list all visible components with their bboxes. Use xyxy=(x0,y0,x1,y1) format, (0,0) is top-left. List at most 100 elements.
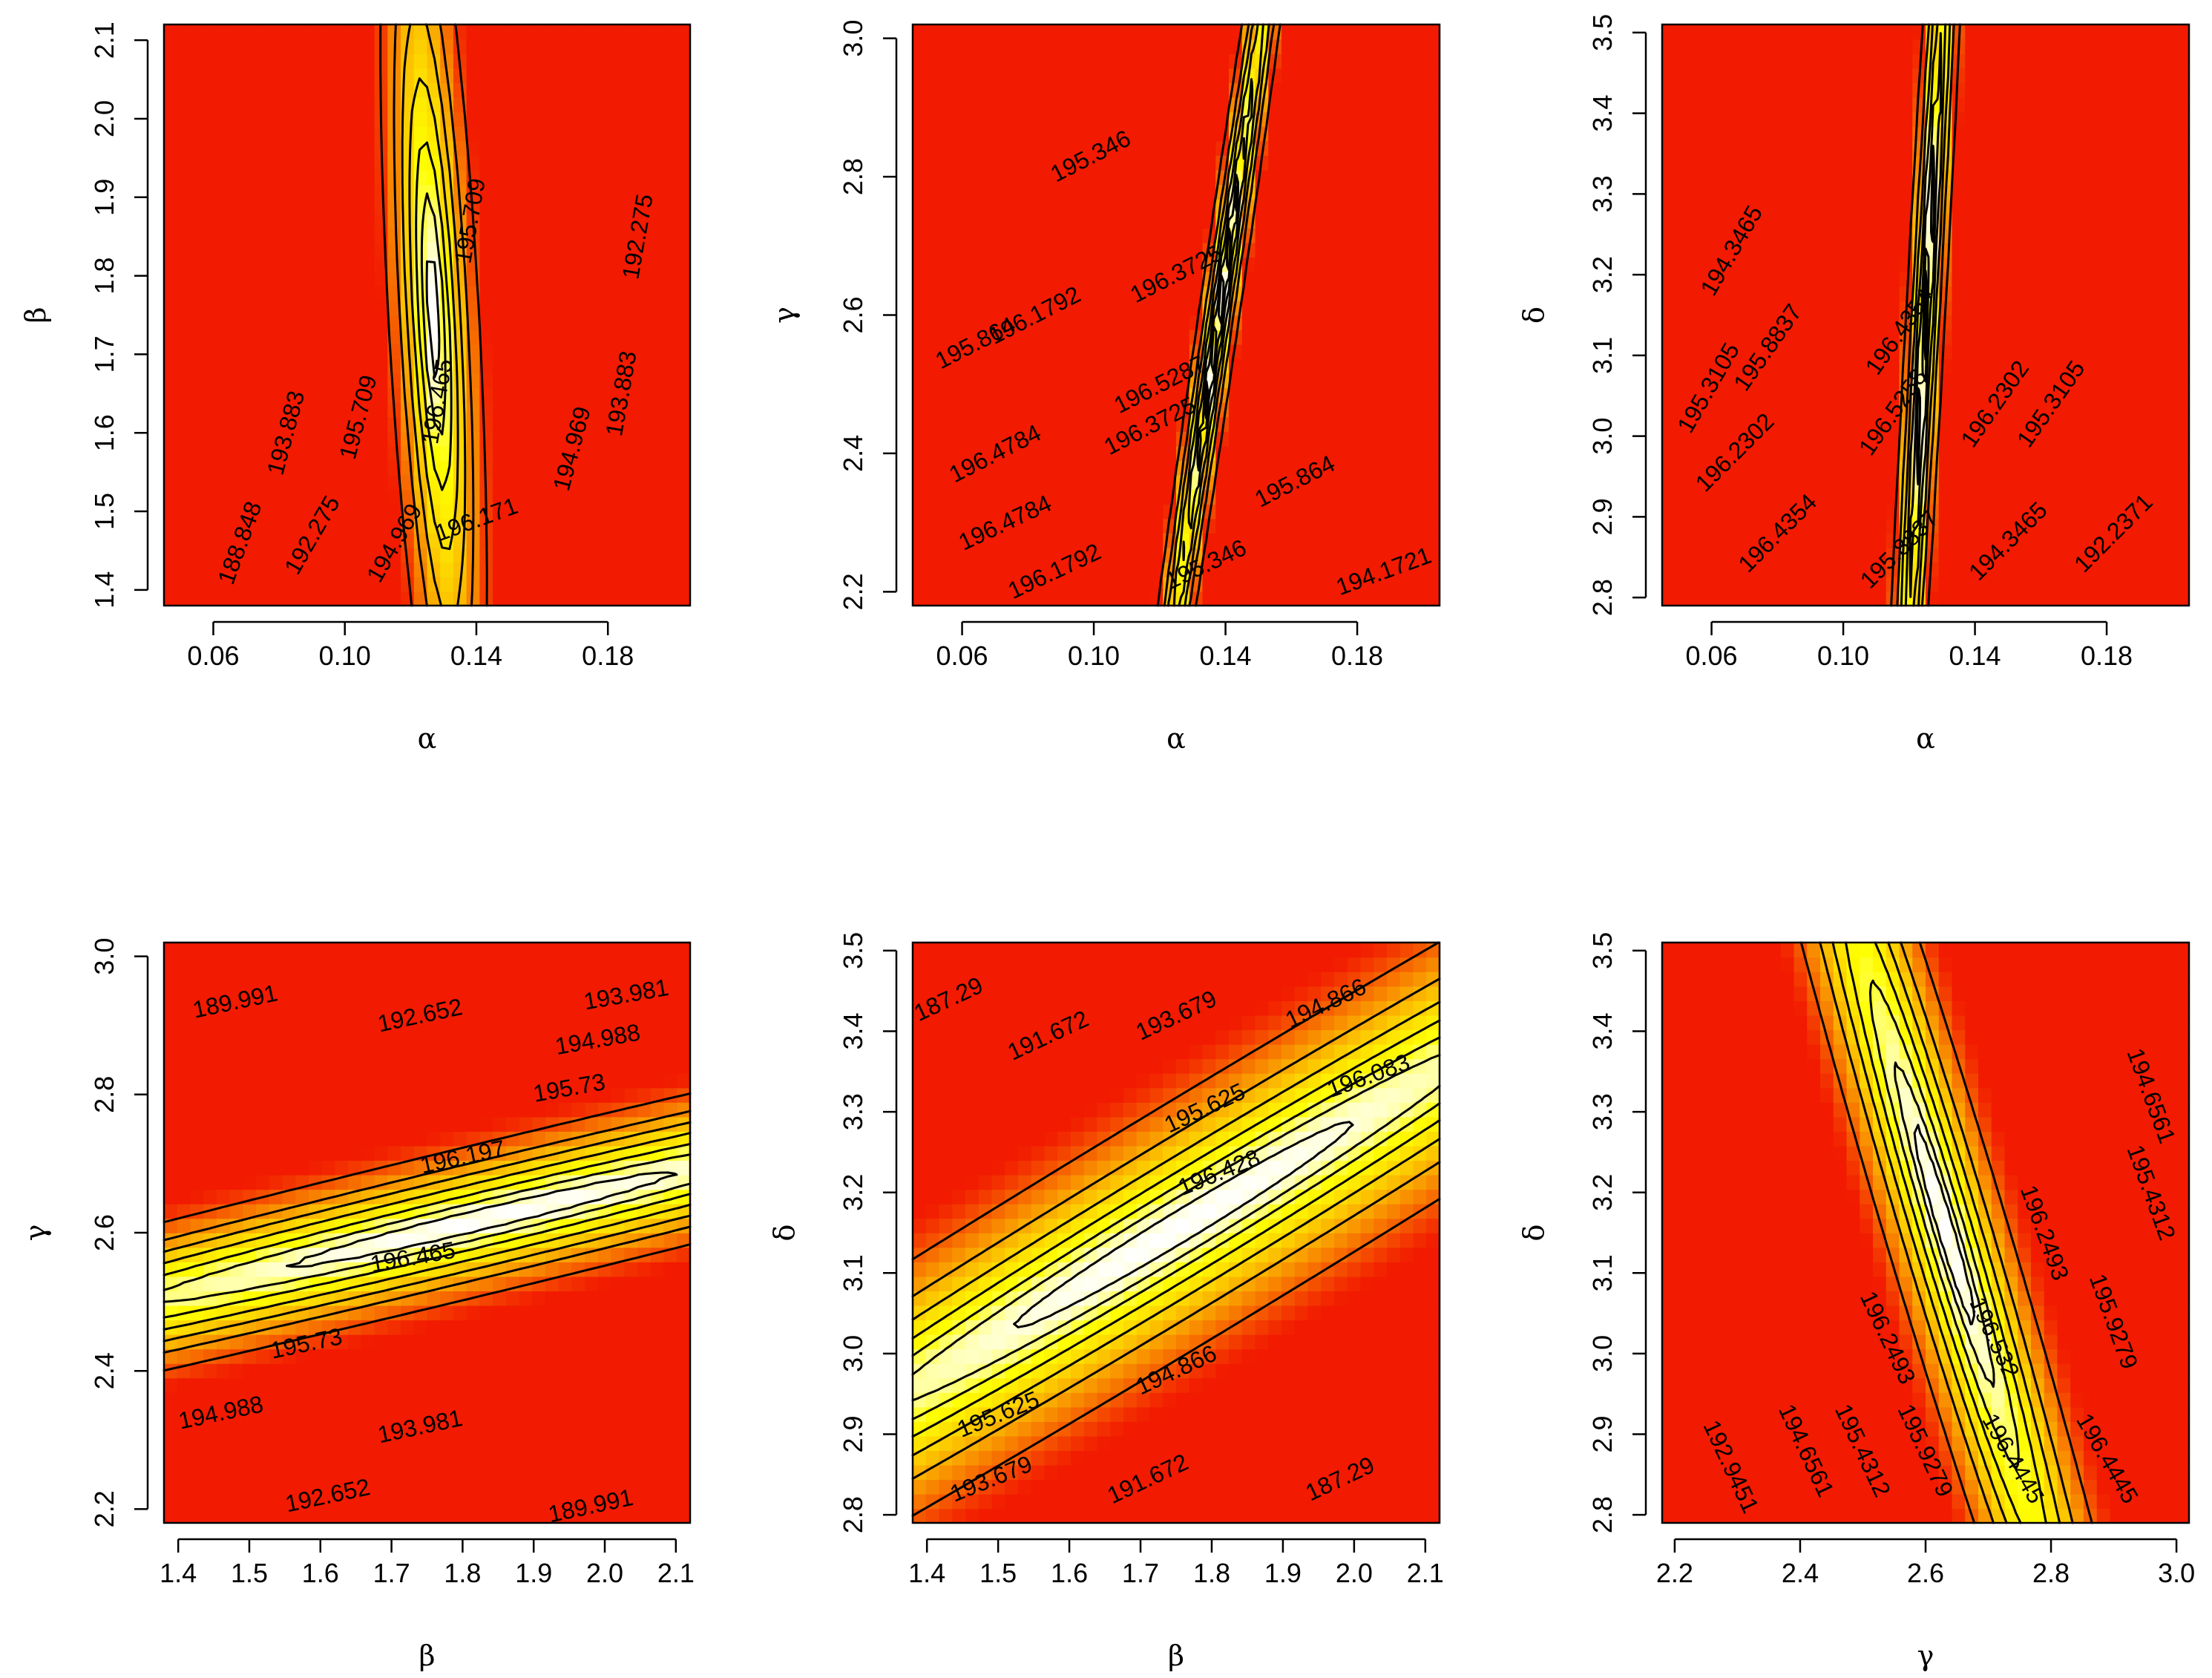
heatmap-cell xyxy=(1833,358,1848,374)
heatmap-cell xyxy=(164,533,178,548)
heatmap-cell xyxy=(308,576,323,592)
heatmap-cell xyxy=(913,198,927,214)
heatmap-cell xyxy=(282,562,297,577)
heatmap-cell xyxy=(1715,576,1729,592)
heatmap-cell xyxy=(229,402,244,418)
heatmap-cell xyxy=(1833,460,1848,476)
heatmap-cell xyxy=(2057,286,2072,301)
heatmap-cell xyxy=(1860,198,1874,214)
heatmap-cell xyxy=(939,68,954,84)
heatmap-cell xyxy=(1413,344,1428,360)
heatmap-cell xyxy=(2123,591,2137,606)
heatmap-cell xyxy=(1965,213,1979,229)
heatmap-cell xyxy=(965,576,979,592)
heatmap-cell xyxy=(939,82,954,98)
heatmap-cell xyxy=(611,39,626,54)
heatmap-cell xyxy=(216,474,231,491)
heatmap-cell xyxy=(1202,169,1217,186)
heatmap-cell xyxy=(1741,96,1756,113)
heatmap-cell xyxy=(1189,24,1204,40)
heatmap-cell xyxy=(2149,300,2164,316)
heatmap-cell xyxy=(1886,242,1900,258)
heatmap-cell xyxy=(1426,358,1440,374)
heatmap-cell xyxy=(216,68,231,84)
heatmap-cell xyxy=(348,402,362,418)
heatmap-cell xyxy=(1426,344,1440,360)
heatmap-cell xyxy=(1071,489,1085,505)
heatmap-cell xyxy=(532,533,546,548)
heatmap-cell xyxy=(1399,111,1414,127)
heatmap-cell xyxy=(177,1450,191,1466)
heatmap-cell xyxy=(164,474,178,491)
heatmap-cell xyxy=(1189,96,1204,113)
heatmap-cell xyxy=(2162,358,2177,374)
heatmap-cell xyxy=(1334,286,1348,301)
heatmap-cell xyxy=(308,257,323,272)
heatmap-cell xyxy=(1110,330,1124,345)
heatmap-cell xyxy=(2136,387,2150,403)
heatmap-cell xyxy=(2031,228,2045,243)
heatmap-cell xyxy=(1965,111,1979,127)
heatmap-cell xyxy=(913,591,927,606)
heatmap-cell xyxy=(164,228,178,243)
heatmap-cell xyxy=(2149,82,2164,98)
heatmap-cell xyxy=(1807,460,1821,476)
heatmap-cell xyxy=(1860,591,1874,606)
heatmap-cell xyxy=(1057,242,1071,258)
heatmap-cell xyxy=(1807,547,1821,563)
heatmap-cell xyxy=(611,68,626,84)
heatmap-cell xyxy=(637,184,652,200)
heatmap-cell xyxy=(203,155,217,171)
heatmap-cell xyxy=(335,344,349,360)
heatmap-cell xyxy=(1952,576,1966,592)
heatmap-cell xyxy=(1780,387,1795,403)
heatmap-cell xyxy=(1727,68,1742,84)
heatmap-cell xyxy=(1662,169,1676,186)
heatmap-cell xyxy=(1662,445,1676,462)
heatmap-cell xyxy=(2084,140,2098,156)
heatmap-cell xyxy=(663,96,678,113)
heatmap-cell xyxy=(1965,155,1979,171)
heatmap-cell xyxy=(1780,213,1795,229)
heatmap-cell xyxy=(1426,96,1440,113)
heatmap-cell xyxy=(1873,286,1887,301)
heatmap-cell xyxy=(519,271,534,287)
heatmap-cell xyxy=(505,344,520,360)
heatmap-cell xyxy=(1413,24,1428,40)
heatmap-cell xyxy=(1018,503,1032,520)
heatmap-cell xyxy=(925,373,940,389)
heatmap-cell xyxy=(1899,155,1914,171)
heatmap-cell xyxy=(965,344,979,360)
heatmap-cell xyxy=(2176,591,2190,606)
heatmap-cell xyxy=(1952,96,1966,113)
heatmap-cell xyxy=(597,24,612,40)
heatmap-cell xyxy=(1426,431,1440,447)
heatmap-cell xyxy=(1768,82,1782,98)
heatmap-cell xyxy=(1846,358,1861,374)
heatmap-cell xyxy=(1255,445,1270,462)
heatmap-cell xyxy=(1097,213,1112,229)
heatmap-cell xyxy=(387,591,401,606)
heatmap-cell xyxy=(611,562,626,577)
heatmap-cell xyxy=(1991,242,2006,258)
heatmap-cell xyxy=(229,53,244,69)
heatmap-cell xyxy=(505,111,520,127)
heatmap-cell xyxy=(1912,39,1926,54)
heatmap-cell xyxy=(1426,140,1440,156)
heatmap-cell xyxy=(1374,387,1388,403)
heatmap-cell xyxy=(663,140,678,156)
heatmap-cell xyxy=(1083,96,1098,113)
heatmap-cell xyxy=(1399,431,1414,447)
heatmap-cell xyxy=(453,562,467,577)
heatmap-cell xyxy=(1018,286,1032,301)
heatmap-cell xyxy=(1347,358,1362,374)
heatmap-cell xyxy=(939,431,954,447)
heatmap-cell xyxy=(282,387,297,403)
heatmap-cell xyxy=(585,24,599,40)
heatmap-cell xyxy=(1110,242,1124,258)
heatmap-cell xyxy=(1347,373,1362,389)
heatmap-cell xyxy=(2149,242,2164,258)
heatmap-cell xyxy=(413,24,428,40)
heatmap-cell xyxy=(190,24,204,40)
heatmap-cell xyxy=(453,591,467,606)
